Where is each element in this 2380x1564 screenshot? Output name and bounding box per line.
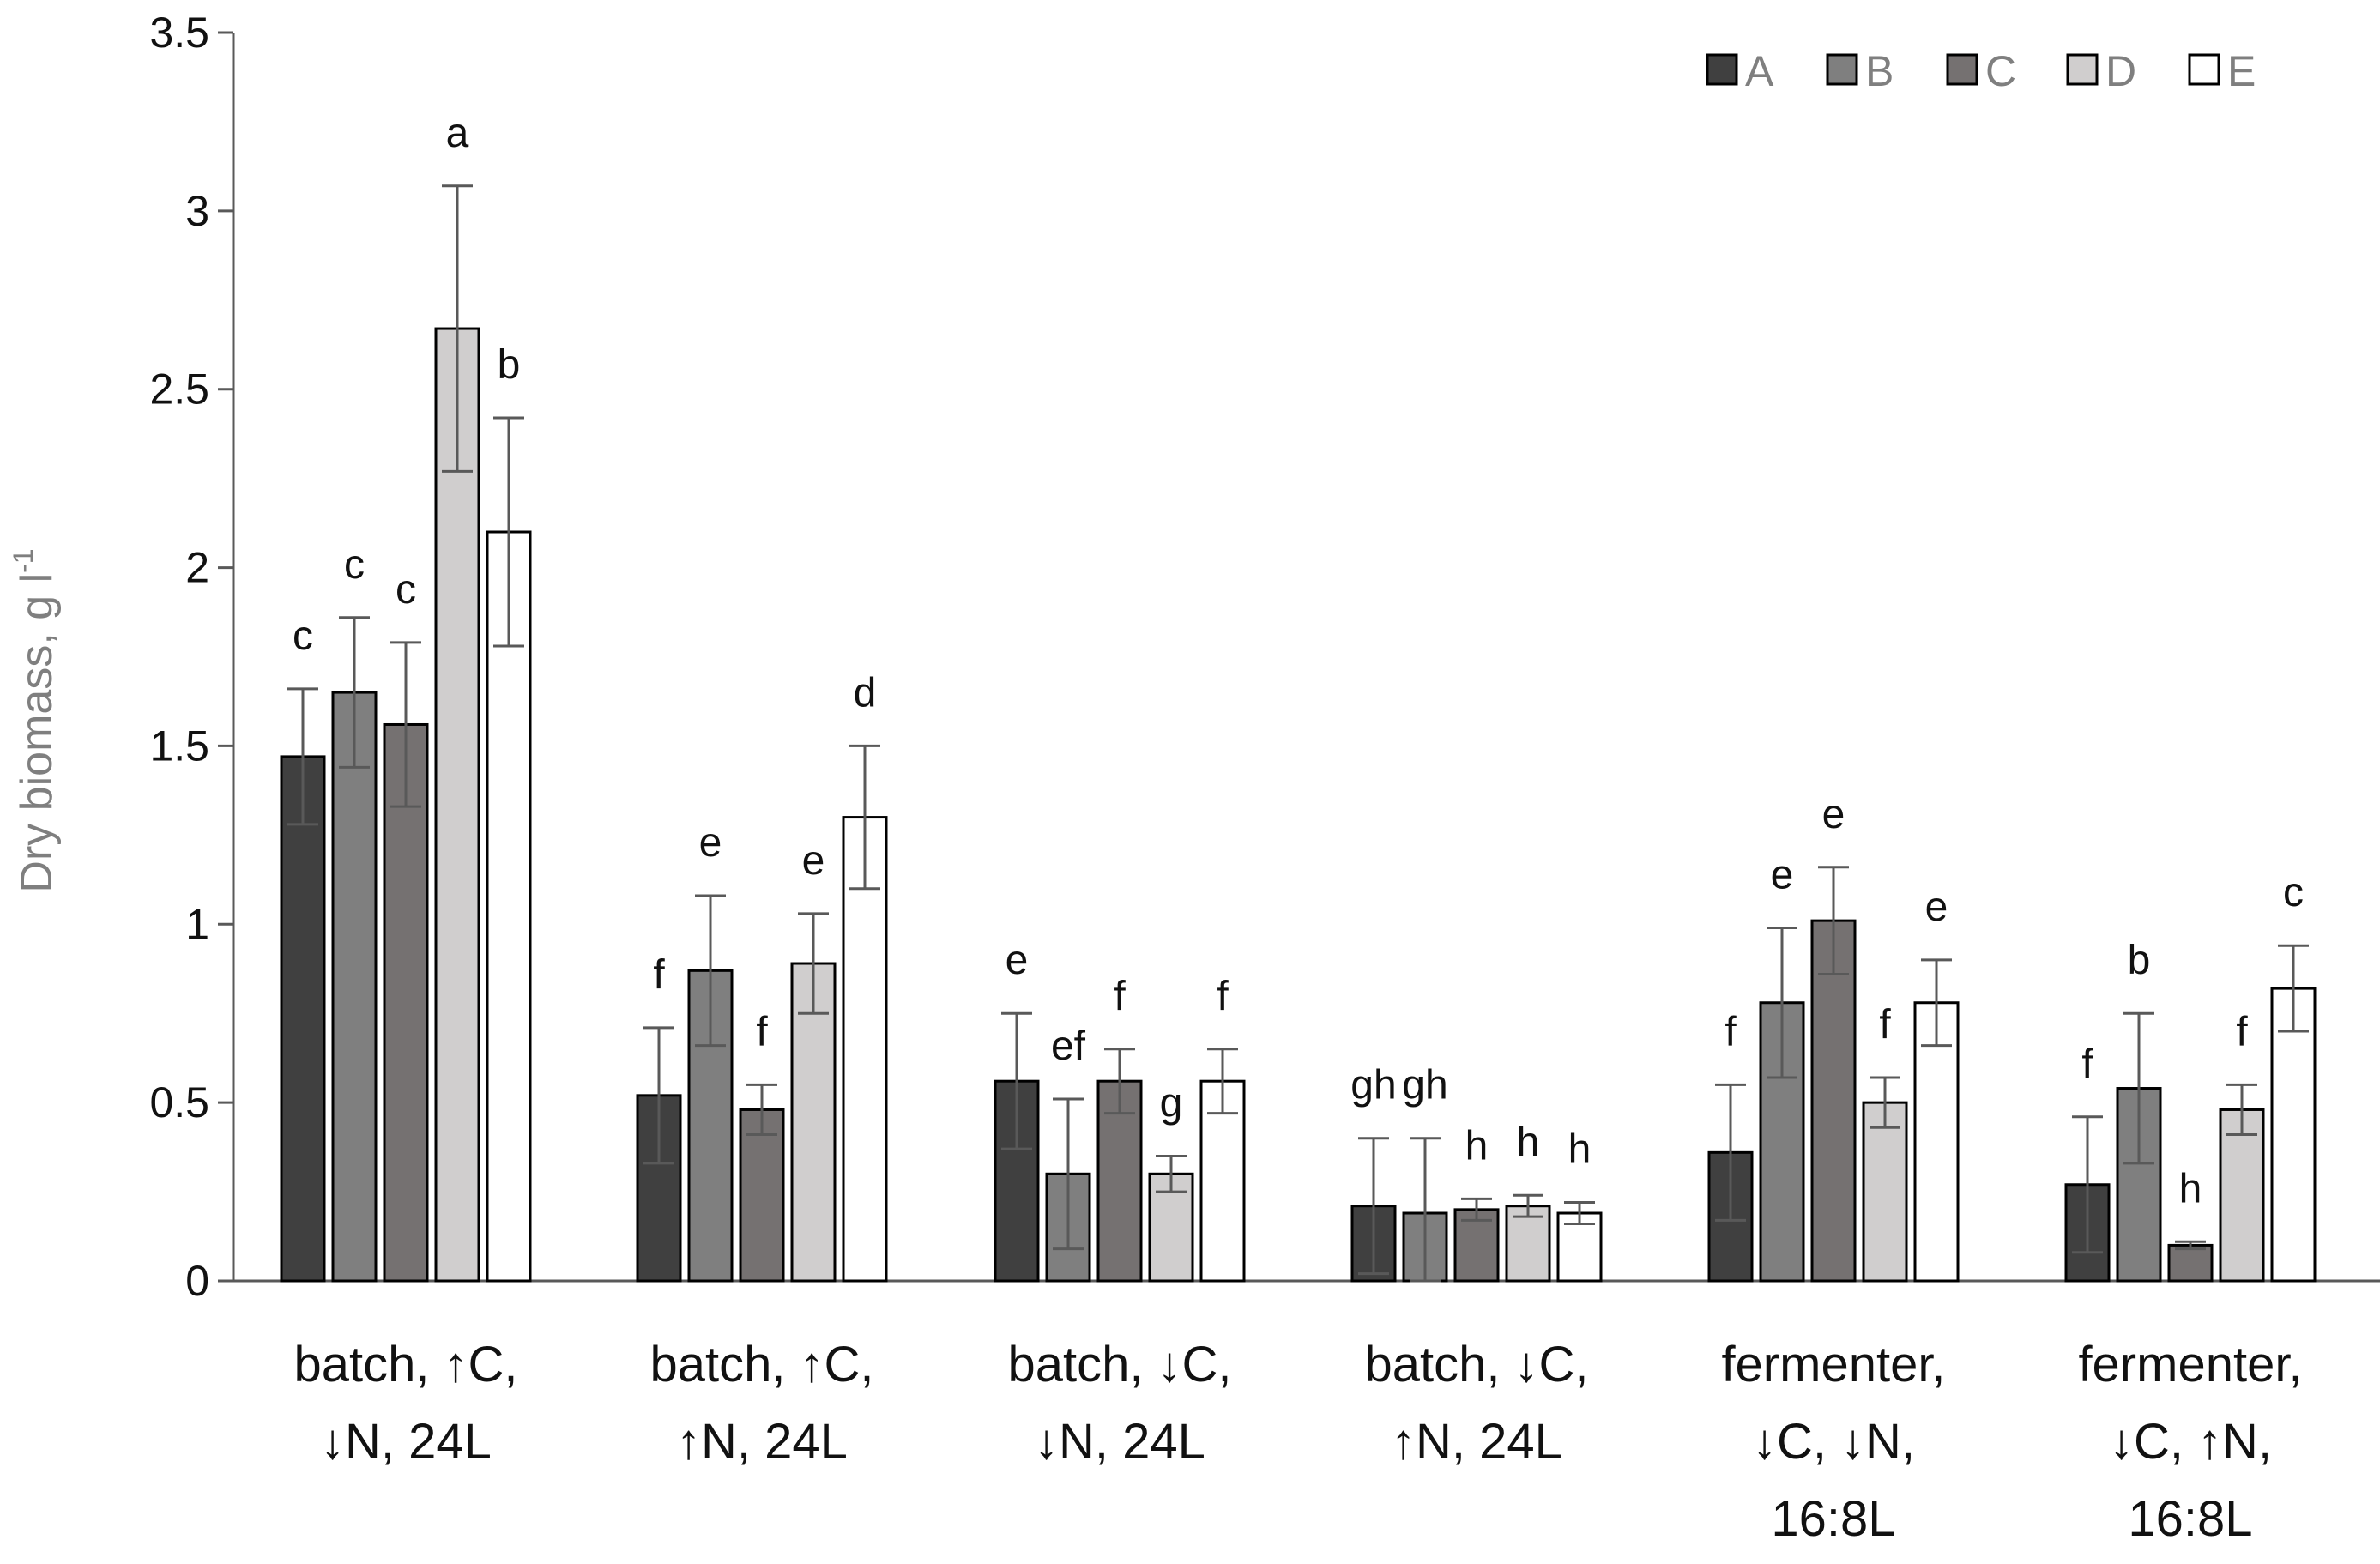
significance-letter: e <box>1925 885 1948 930</box>
category-label: 16:8L <box>2128 1491 2252 1547</box>
legend-label: B <box>1865 47 1894 95</box>
significance-letter: h <box>2179 1166 2202 1211</box>
significance-letter: ef <box>1051 1024 1086 1069</box>
y-tick-labels: 0 0.5 1 1.5 2 2.5 3 3.5 <box>149 9 209 1305</box>
y-tick-label: 2.5 <box>149 365 209 414</box>
category-label: fermenter, <box>1721 1337 1945 1392</box>
bar-c <box>383 722 429 1283</box>
bar-b <box>2116 1087 2162 1283</box>
category-label: ↑N, 24L <box>676 1414 848 1470</box>
axes <box>218 31 2380 1283</box>
legend-swatch-d <box>2066 53 2099 86</box>
category-label: ↓N, 24L <box>320 1414 492 1470</box>
significance-letter: e <box>1006 938 1029 983</box>
significance-letter: f <box>1114 974 1126 1019</box>
significance-letter: g <box>1160 1081 1183 1126</box>
category-label: batch, ↓C, <box>1364 1337 1588 1392</box>
legend-label: D <box>2105 47 2136 95</box>
legend-label: C <box>1985 47 2016 95</box>
legend: A B C D E <box>1706 47 2256 95</box>
legend-swatch-b <box>1826 53 1858 86</box>
bar-e <box>2270 987 2317 1283</box>
significance-letter: f <box>2236 1009 2248 1054</box>
legend-swatch-e <box>2188 53 2220 86</box>
legend-label: E <box>2227 47 2256 95</box>
y-tick-label: 2 <box>185 544 209 592</box>
legend-swatch-a <box>1706 53 1738 86</box>
significance-letter: h <box>1517 1120 1540 1165</box>
category-label: fermenter, <box>2078 1337 2302 1392</box>
category-label: ↑N, 24L <box>1391 1414 1562 1470</box>
y-tick-label: 0 <box>185 1257 209 1305</box>
significance-letter: e <box>1822 792 1845 837</box>
significance-letter: a <box>446 111 469 156</box>
significance-letter: f <box>1879 1002 1891 1048</box>
y-axis-label-superscript: -1 <box>8 548 39 572</box>
bar-c <box>739 1108 785 1283</box>
category-label: batch, ↑C, <box>649 1337 873 1392</box>
bar-a <box>280 755 326 1283</box>
category-label: ↓N, 24L <box>1034 1414 1205 1470</box>
category-labels: batch, ↑C, ↓N, 24L batch, ↑C, ↑N, 24L batch,… <box>293 1337 2302 1547</box>
legend-swatch-c <box>1946 53 1978 86</box>
significance-letter: f <box>756 1009 768 1054</box>
category-label: 16:8L <box>1771 1491 1895 1547</box>
significance-letter: h <box>1465 1123 1489 1168</box>
significance-letter: gh <box>1402 1063 1447 1108</box>
y-tick-label: 1 <box>185 900 209 948</box>
significance-letter: e <box>1771 852 1794 897</box>
legend-label: A <box>1745 47 1774 95</box>
y-axis-label-text: Dry biomass, g l <box>12 573 62 893</box>
significance-letter: gh <box>1350 1063 1396 1108</box>
significance-letter: e <box>699 820 722 866</box>
significance-letter: b <box>498 342 521 388</box>
bar-b <box>331 691 378 1283</box>
significance-letter: f <box>1217 974 1229 1019</box>
significance-letter: c <box>293 613 313 659</box>
y-tick-label: 0.5 <box>149 1078 209 1126</box>
significance-letter: c <box>2283 870 2304 915</box>
category-label: ↓C, ↑N, <box>2109 1414 2272 1470</box>
significance-letter: c <box>396 567 416 613</box>
y-tick-label: 3.5 <box>149 9 209 57</box>
significance-letter: f <box>1725 1009 1737 1054</box>
significance-letter: e <box>802 838 825 884</box>
significance-letter: f <box>2081 1042 2093 1087</box>
bars <box>280 327 2317 1283</box>
significance-letter: f <box>653 952 665 998</box>
significance-letter: b <box>2128 938 2151 983</box>
significance-letter: c <box>344 542 365 588</box>
category-label: batch, ↑C, <box>293 1337 517 1392</box>
y-tick-label: 3 <box>185 187 209 235</box>
bar-d <box>790 962 837 1283</box>
significance-letter: h <box>1568 1127 1592 1173</box>
bar-d <box>1862 1101 1908 1283</box>
y-tick-label: 1.5 <box>149 722 209 770</box>
significance-letter: d <box>854 670 877 716</box>
bar-c <box>2167 1243 2214 1283</box>
category-label: batch, ↓C, <box>1007 1337 1231 1392</box>
category-label: ↓C, ↓N, <box>1752 1414 1915 1470</box>
error-bars <box>287 184 2309 1283</box>
y-axis-label: Dry biomass, g l-1 <box>8 548 62 892</box>
